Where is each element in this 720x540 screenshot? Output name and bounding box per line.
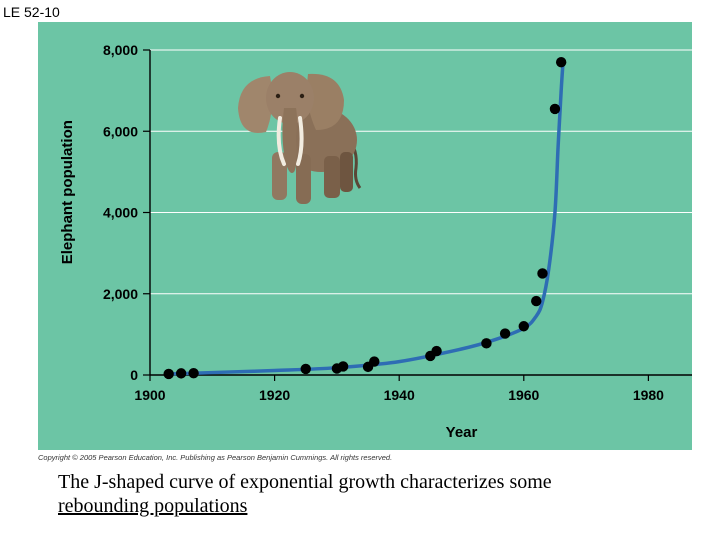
data-point [537, 268, 548, 279]
y-axis-title: Elephant population [59, 120, 76, 264]
y-tick-label: 2,000 [103, 286, 138, 302]
elephant-image [238, 72, 362, 204]
data-points [163, 56, 567, 380]
data-point [549, 103, 561, 115]
data-point [518, 321, 529, 332]
data-point [300, 363, 311, 375]
growth-curve-line [166, 60, 565, 376]
x-tick-label: 1940 [384, 387, 415, 403]
y-tick-label: 8,000 [103, 42, 138, 58]
copyright-notice: Copyright © 2005 Pearson Education, Inc.… [38, 453, 393, 462]
y-tick-label: 4,000 [103, 205, 138, 221]
data-point [499, 328, 511, 339]
caption-line-2: rebounding populations [58, 495, 248, 517]
y-tick-label: 6,000 [103, 123, 138, 139]
data-point [175, 368, 187, 379]
data-point [431, 345, 442, 357]
gridlines [150, 49, 692, 376]
data-point [555, 56, 567, 68]
x-tick-label: 1980 [633, 387, 664, 403]
y-tick-label: 0 [130, 367, 138, 383]
data-point [531, 295, 542, 307]
axis-labels: 0 2,000 4,000 6,000 8,000 1900 1920 1940 1960 198… [59, 42, 664, 441]
caption: The J-shaped curve of exponential growth… [58, 470, 708, 518]
data-point [337, 361, 349, 372]
caption-line-1: The J-shaped curve of exponential growth… [58, 471, 552, 493]
x-tick-label: 1900 [134, 387, 165, 403]
x-tick-label: 1920 [259, 387, 290, 403]
chart-plot: 0 2,000 4,000 6,000 8,000 1900 1920 1940 1960 198… [59, 42, 692, 441]
x-axis-title: Year [446, 424, 478, 441]
x-tick-label: 1960 [508, 387, 539, 403]
slide-label: LE 52-10 [3, 4, 60, 20]
data-point [369, 356, 380, 367]
chart-panel: 0 2,000 4,000 6,000 8,000 1900 1920 1940 1960 198… [38, 22, 692, 450]
data-point [163, 368, 174, 380]
data-point [188, 367, 199, 379]
growth-curve [166, 60, 565, 376]
data-point [481, 338, 492, 349]
axes [143, 49, 692, 381]
